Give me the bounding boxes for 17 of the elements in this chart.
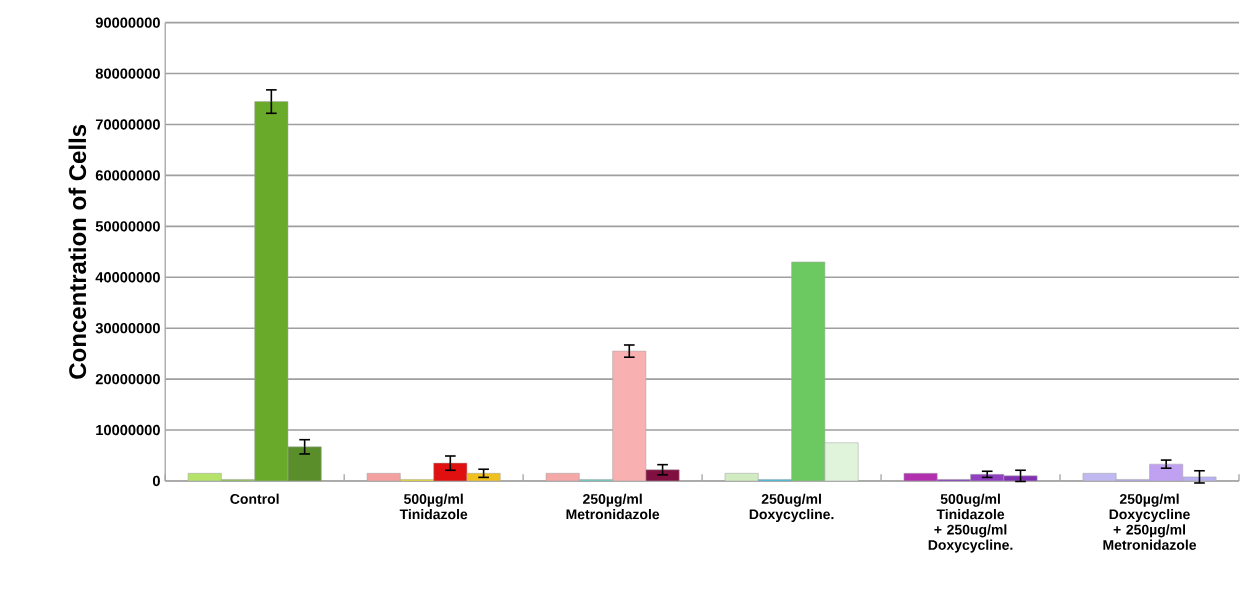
y-tick-label: 10000000 (96, 424, 160, 436)
y-tick-label: 80000000 (95, 68, 160, 79)
x-tick-label: 250ug/ml Doxycycline. (749, 493, 834, 522)
y-tick-label: 90000000 (95, 17, 160, 28)
y-tick-label: 0 (152, 475, 160, 487)
y-tick-label: 20000000 (95, 373, 160, 385)
y-tick-label: 70000000 (95, 119, 160, 130)
x-tick-label: 250µg/ml Metronidazole (566, 493, 660, 520)
x-tick-label: 250µg/ml Doxycycline + 250µg/ml Metronidazole (1103, 493, 1197, 550)
y-tick-label: 50000000 (95, 221, 160, 232)
x-tick-label: Control (230, 493, 279, 504)
y-tick-label: 30000000 (95, 322, 160, 334)
y-axis-title: Concentration of Cells (68, 124, 87, 379)
y-tick-label: 40000000 (95, 272, 160, 283)
x-tick-label: 500µg/ml Tinidazole (399, 493, 468, 520)
x-tick-label: 500ug/ml Tinidazole + 250ug/ml Doxycycline. (928, 493, 1013, 553)
y-tick-label: 60000000 (95, 170, 160, 181)
